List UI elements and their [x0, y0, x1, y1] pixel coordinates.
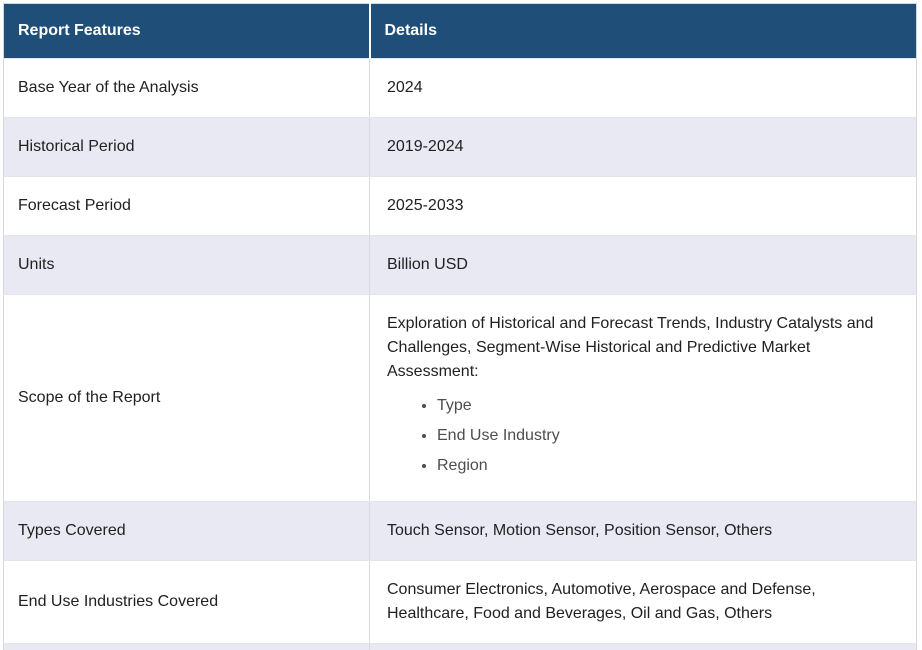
detail-value [369, 643, 917, 650]
scope-bullet-item: Region [437, 454, 896, 478]
feature-label: End Use Industries Covered [3, 560, 370, 644]
column-header-details: Details [369, 3, 917, 59]
table-row-end-use-industries: End Use Industries Covered Consumer Elec… [3, 560, 917, 644]
detail-value: 2019-2024 [369, 117, 917, 177]
table-row-base-year: Base Year of the Analysis 2024 [3, 58, 917, 118]
table-row-types-covered: Types Covered Touch Sensor, Motion Senso… [3, 501, 917, 561]
feature-label: Types Covered [3, 501, 370, 561]
table-row-units: Units Billion USD [3, 235, 917, 295]
feature-label: Base Year of the Analysis [3, 58, 370, 118]
detail-value: Touch Sensor, Motion Sensor, Position Se… [369, 501, 917, 561]
table-row-historical-period: Historical Period 2019-2024 [3, 117, 917, 177]
report-features-table: Report Features Details Base Year of the… [3, 3, 917, 650]
feature-label: Scope of the Report [3, 294, 370, 502]
table-row-forecast-period: Forecast Period 2025-2033 [3, 176, 917, 236]
scope-bullet-item: Type [437, 394, 896, 418]
scope-bullet-item: End Use Industry [437, 424, 896, 448]
table-row-scope: Scope of the Report Exploration of Histo… [3, 294, 917, 502]
column-header-report-features: Report Features [3, 3, 371, 59]
detail-value: Billion USD [369, 235, 917, 295]
feature-label: Units [3, 235, 370, 295]
detail-value: 2025-2033 [369, 176, 917, 236]
feature-label [3, 643, 370, 650]
table-header-row: Report Features Details [3, 3, 917, 59]
feature-label: Historical Period [3, 117, 370, 177]
detail-value: Consumer Electronics, Automotive, Aerosp… [369, 560, 917, 644]
scope-intro-text: Exploration of Historical and Forecast T… [387, 315, 874, 380]
table-row-partial [3, 643, 917, 650]
detail-value: Exploration of Historical and Forecast T… [369, 294, 917, 502]
scope-bullet-list: Type End Use Industry Region [387, 394, 896, 478]
feature-label: Forecast Period [3, 176, 370, 236]
detail-value: 2024 [369, 58, 917, 118]
